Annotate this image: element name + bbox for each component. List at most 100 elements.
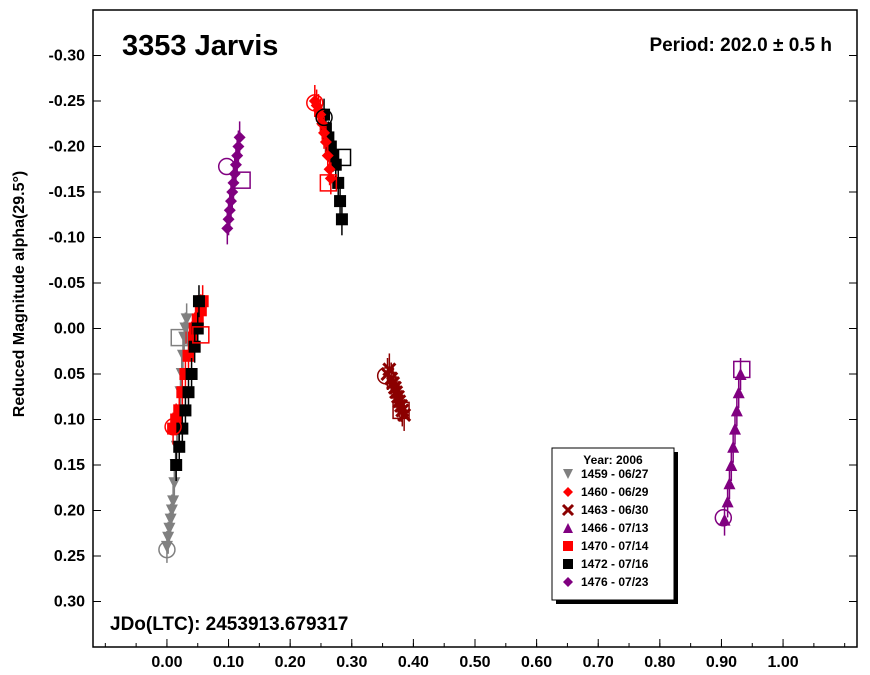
legend: Year: 2006 1459 - 06/27 1460 - 06/29 1463 … — [551, 447, 678, 604]
x-tick-label: 0.20 — [275, 654, 306, 671]
period-label: Period: 202.0 ± 0.5 h — [649, 35, 832, 56]
data-point — [232, 140, 245, 153]
legend-entry-label: 1466 - 07/13 — [581, 521, 649, 535]
session-end-square — [333, 148, 352, 167]
session-start-circle — [306, 94, 324, 112]
session-start-circle — [714, 509, 733, 527]
x-tick-label: 0.00 — [151, 654, 182, 671]
y-tick-label: 0.00 — [54, 321, 85, 338]
y-tick-label: 0.30 — [54, 594, 85, 611]
session-start-circle — [376, 367, 395, 385]
y-tick-label: 0.10 — [54, 412, 85, 429]
legend-items: 1459 - 06/27 1460 - 06/29 1463 - 06/30 1466… — [561, 467, 649, 589]
data-point — [563, 559, 573, 569]
data-point-stroke — [389, 385, 404, 400]
data-point — [561, 503, 575, 517]
y-tick-label: -0.10 — [49, 230, 86, 247]
data-point — [180, 313, 193, 326]
data-point — [179, 404, 192, 417]
y-tick-label: 0.15 — [54, 457, 85, 474]
legend-entry-label: 1463 - 06/30 — [581, 503, 649, 517]
x-tick-label: 0.40 — [398, 654, 429, 671]
data-point — [563, 523, 573, 533]
y-axis-label: Reduced Magnitude alpha(29.5°) — [11, 171, 28, 417]
jd-label: JDo(LTC): 2453913.679317 — [110, 614, 348, 635]
session-end-square — [319, 174, 338, 192]
session-start-circle — [217, 157, 236, 176]
session-end-square — [392, 401, 410, 420]
data-point — [168, 477, 181, 490]
data-point-stroke — [390, 389, 406, 404]
x-tick-label: 1.00 — [767, 654, 798, 671]
data-point — [167, 495, 180, 508]
legend-box — [551, 447, 675, 601]
data-point — [563, 577, 573, 587]
session-end-square — [733, 360, 751, 379]
data-point — [173, 440, 186, 453]
y-tick-label: 0.20 — [54, 503, 85, 520]
data-point — [727, 440, 740, 453]
legend-entry-label: 1470 - 07/14 — [581, 539, 649, 553]
data-point — [319, 135, 332, 148]
y-tick-label: -0.30 — [49, 48, 86, 65]
legend-title: Year: 2006 — [583, 453, 643, 467]
data-point — [233, 131, 246, 144]
y-tick-label: -0.15 — [49, 184, 86, 201]
data-point-stroke — [392, 394, 407, 409]
data-point — [721, 495, 734, 508]
x-tick-label: 0.80 — [644, 654, 675, 671]
data-point — [191, 322, 204, 335]
data-point-stroke — [385, 376, 401, 391]
y-tick-label: -0.20 — [49, 139, 86, 156]
data-point — [723, 477, 736, 490]
data-point — [563, 487, 573, 497]
session-end-square — [192, 326, 210, 344]
session-start-circle — [315, 108, 333, 127]
data-point — [170, 459, 183, 471]
session-start-circle — [164, 418, 182, 436]
data-point — [321, 149, 334, 162]
data-point-stroke — [387, 380, 402, 395]
legend-entry-label: 1460 - 06/29 — [581, 485, 649, 499]
data-point — [563, 541, 573, 551]
session-end-square — [233, 171, 251, 189]
session-end-square — [170, 328, 189, 347]
data-point — [725, 459, 738, 471]
chart-title: 3353 Jarvis — [122, 30, 278, 62]
data-point — [192, 295, 205, 308]
y-tick-label: 0.05 — [54, 366, 85, 383]
data-point — [563, 469, 573, 479]
legend-entry-label: 1459 - 06/27 — [581, 467, 649, 481]
x-tick-label: 0.60 — [521, 654, 552, 671]
x-tick-label: 0.10 — [213, 654, 244, 671]
x-axis: 0.00 0.10 0.20 0.30 0.40 0.50 0.60 0.70 0.80 0.90… — [104, 639, 846, 671]
y-tick-label: 0.25 — [54, 548, 85, 565]
data-point — [732, 386, 745, 399]
data-point-stroke — [561, 503, 575, 517]
x-tick-label: 0.30 — [336, 654, 367, 671]
data-point — [729, 422, 742, 435]
legend-entry-label: 1472 - 07/16 — [581, 557, 649, 571]
data-point — [323, 163, 336, 176]
y-tick-label: -0.25 — [49, 93, 86, 110]
data-point-stroke — [395, 403, 410, 418]
y-tick-label: -0.05 — [49, 275, 86, 292]
x-tick-label: 0.50 — [459, 654, 490, 671]
data-point — [730, 404, 743, 417]
legend-entry-label: 1476 - 07/23 — [581, 575, 649, 589]
start-end-markers — [158, 94, 751, 559]
data-point — [179, 322, 192, 335]
x-tick-label: 0.70 — [583, 654, 614, 671]
data-point — [718, 513, 731, 526]
data-point — [165, 504, 178, 517]
data-point — [318, 126, 331, 139]
plot-frame — [92, 9, 858, 648]
data-point — [335, 213, 348, 226]
data-point — [182, 386, 195, 399]
data-point — [185, 368, 198, 380]
y-axis: -0.30 -0.25 -0.20 -0.15 -0.10 -0.05 0.00 0.05 0.… — [49, 48, 857, 611]
session-start-circle — [158, 540, 176, 559]
x-tick-label: 0.90 — [706, 654, 737, 671]
data-point — [334, 195, 347, 208]
